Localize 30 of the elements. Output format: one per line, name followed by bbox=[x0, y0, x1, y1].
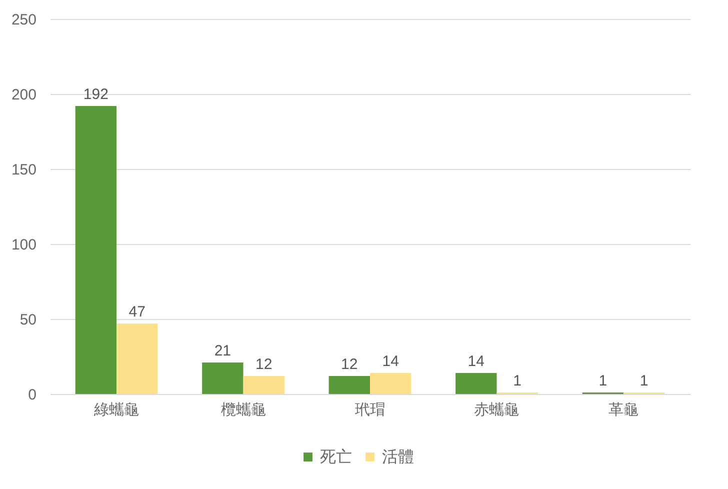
bar bbox=[243, 376, 284, 394]
data-label: 1 bbox=[513, 372, 522, 390]
x-tick-label: 革龜 bbox=[608, 402, 638, 418]
legend-label: 活體 bbox=[382, 449, 414, 466]
y-tick-label: 150 bbox=[11, 162, 36, 178]
data-label: 47 bbox=[128, 304, 146, 320]
bar bbox=[116, 324, 158, 394]
x-tick-label: 玳瑁 bbox=[355, 402, 385, 418]
data-label: 1 bbox=[598, 372, 608, 390]
y-tick-label: 200 bbox=[11, 86, 36, 104]
x-tick-label: 綠蠵龜 bbox=[93, 402, 140, 418]
data-label: 12 bbox=[341, 356, 358, 373]
y-tick-label: 0 bbox=[28, 386, 36, 404]
bar bbox=[328, 376, 370, 394]
x-tick-label: 赤蠵龜 bbox=[474, 402, 520, 418]
y-tick-label: 50 bbox=[20, 312, 36, 328]
data-label: 14 bbox=[468, 353, 484, 370]
bar bbox=[75, 106, 117, 394]
y-tick-label: 100 bbox=[11, 236, 36, 254]
bar bbox=[202, 362, 244, 394]
bar bbox=[370, 373, 412, 394]
legend-label: 死亡 bbox=[320, 448, 352, 466]
data-label: 1 bbox=[640, 372, 648, 390]
data-label: 192 bbox=[83, 86, 108, 103]
y-tick-label: 250 bbox=[11, 12, 36, 28]
bar bbox=[456, 373, 497, 394]
data-label: 14 bbox=[382, 353, 399, 370]
data-label: 12 bbox=[256, 356, 272, 373]
data-label: 21 bbox=[214, 342, 232, 360]
x-tick-label: 欖蠵龜 bbox=[220, 402, 266, 418]
